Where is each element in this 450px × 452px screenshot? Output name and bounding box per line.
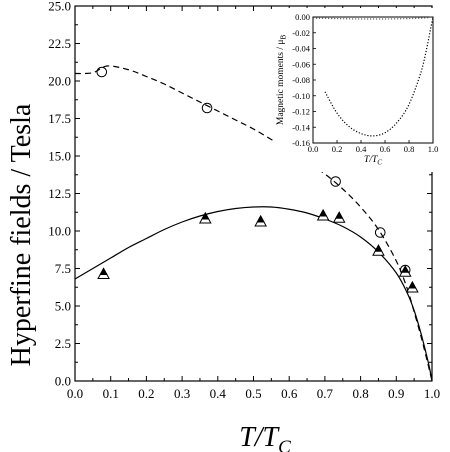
inset-x-tick-label: 0.2 — [332, 144, 343, 154]
inset-y-tick-label: -0.12 — [292, 107, 310, 117]
triangle-fill — [335, 211, 344, 219]
inset-dotted-curve — [324, 16, 434, 137]
y-tick-label: 12.5 — [48, 186, 71, 201]
triangle-fill — [374, 244, 383, 252]
inset-y-axis-label: Magnetic moments / μB — [276, 35, 288, 126]
half-filled-triangle-point — [332, 211, 346, 223]
inset-x-tick-label: 0.8 — [404, 144, 415, 154]
inset-chart: 0.0 0.2 0.4 0.6 0.8 1.0 0.00 -0.02 -0.04 -0.06 -0.… — [273, 8, 445, 172]
inset-x-tick-label: 0.4 — [356, 144, 367, 154]
inset-y-tick-label: 0.00 — [295, 12, 310, 22]
y-axis-label: Hyperfine fields / Tesla — [6, 103, 37, 366]
inset-x-tick-label: 1.0 — [428, 144, 439, 154]
inset-y-tick-label: -0.04 — [292, 44, 310, 54]
triangle-fill — [99, 267, 108, 275]
x-tick-label: 0.5 — [245, 386, 261, 401]
x-tick-label: 0.2 — [138, 386, 154, 401]
x-tick-label: 0.1 — [103, 386, 119, 401]
main-axes: 0.0 0.1 0.2 0.3 0.4 0.5 0.6 0.7 0.8 0.9 1.0 0.0 2.5 5… — [48, 0, 440, 401]
x-tick-label: 0.9 — [388, 386, 404, 401]
half-filled-triangle-point — [406, 280, 419, 293]
x-tick-label: 0.6 — [281, 386, 298, 401]
inset-y-tick-label: -0.16 — [292, 138, 310, 148]
inset-y-tick-label: -0.02 — [292, 28, 310, 38]
half-filled-triangle-point — [97, 267, 110, 279]
triangle-fill — [408, 280, 417, 289]
inset-y-tick-label: -0.14 — [292, 122, 310, 132]
triangle-fill — [401, 265, 410, 273]
y-tick-label: 0.0 — [55, 374, 71, 389]
inset-x-axis-label-sub: C — [377, 159, 382, 167]
x-tick-label: 0.8 — [352, 386, 368, 401]
half-filled-triangle-point — [316, 208, 330, 221]
inset-x-tick-label: 0.6 — [380, 144, 391, 154]
inset-y-tick-label: -0.06 — [292, 59, 310, 69]
inset-dotted-curve — [312, 16, 434, 20]
inset-x-axis-label-main: T/T — [364, 155, 378, 165]
half-filled-triangle-point — [198, 211, 212, 224]
x-tick-label: 0.4 — [210, 386, 227, 401]
inset-y-tick-label: -0.10 — [292, 91, 310, 101]
y-tick-label: 17.5 — [48, 111, 71, 126]
open-circle-point — [330, 176, 341, 187]
x-axis-label: T/TC — [239, 422, 291, 452]
triangle-fill — [318, 208, 328, 217]
half-filled-triangle-point — [398, 265, 412, 277]
x-tick-label: 1.0 — [424, 386, 440, 401]
y-tick-label: 20.0 — [48, 74, 71, 89]
inset-background — [273, 8, 445, 172]
inset-x-tick-label: 0.0 — [308, 144, 319, 154]
solid-fit-curve — [74, 206, 433, 382]
y-tick-label: 22.5 — [48, 36, 71, 51]
triangle-fill — [256, 214, 265, 223]
triangle-fill — [201, 211, 210, 220]
x-tick-label: 0.7 — [317, 386, 334, 401]
inset-y-tick-label: -0.08 — [292, 75, 310, 85]
open-circle-point — [201, 102, 213, 114]
y-tick-label: 7.5 — [55, 261, 71, 276]
half-filled-triangle-point — [254, 214, 267, 227]
y-tick-label: 15.0 — [48, 149, 71, 164]
main-markers-group — [96, 66, 419, 293]
x-tick-label: 0.3 — [174, 386, 190, 401]
y-tick-label: 10.0 — [48, 224, 71, 239]
open-circle-point — [374, 227, 386, 238]
inset-y-axis-label-sub: B — [280, 35, 288, 40]
y-tick-label: 25.0 — [48, 0, 71, 14]
inset-y-axis-label-main: Magnetic moments / μ — [276, 40, 286, 126]
half-filled-triangle-point — [372, 244, 385, 256]
x-tick-label: 0.0 — [67, 386, 83, 401]
y-tick-label: 2.5 — [55, 336, 71, 351]
inset-x-axis-label: T/TC — [364, 155, 382, 167]
y-tick-label: 5.0 — [55, 299, 71, 314]
open-circle-point — [96, 66, 108, 78]
